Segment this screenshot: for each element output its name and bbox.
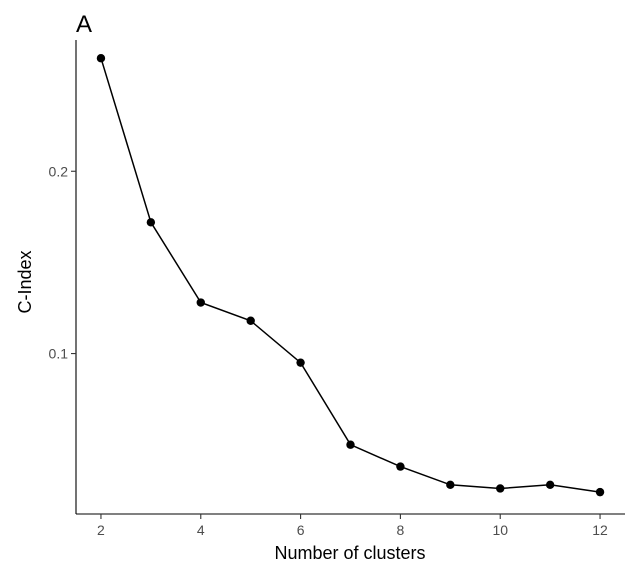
data-point: [595, 487, 605, 497]
data-point: [496, 484, 505, 493]
data-point: [146, 218, 156, 227]
data-point: [396, 462, 405, 471]
x-tick-label: 12: [592, 522, 608, 538]
data-point: [346, 440, 355, 449]
x-tick-label: 4: [197, 522, 205, 538]
series-marks: [96, 54, 605, 497]
data-point: [446, 480, 455, 490]
data-point: [545, 480, 555, 490]
data-point: [96, 54, 106, 63]
y-tick-label: 0.2: [49, 163, 69, 179]
panel-tag: A: [76, 11, 92, 38]
x-tick-label: 6: [297, 522, 305, 538]
y-axis-title: C-Index: [15, 250, 35, 313]
series-line: [100, 57, 601, 493]
x-tick-label: 2: [97, 522, 105, 538]
data-point: [246, 316, 255, 325]
data-point: [296, 358, 305, 367]
x-tick-label: 10: [492, 522, 508, 538]
y-tick-label: 0.1: [49, 346, 69, 362]
data-point: [196, 298, 205, 307]
x-axis-title: Number of clusters: [274, 543, 425, 563]
axes: 2 4 6 8 10 12 0.1 0.2: [49, 40, 625, 538]
x-tick-label: 8: [397, 522, 405, 538]
